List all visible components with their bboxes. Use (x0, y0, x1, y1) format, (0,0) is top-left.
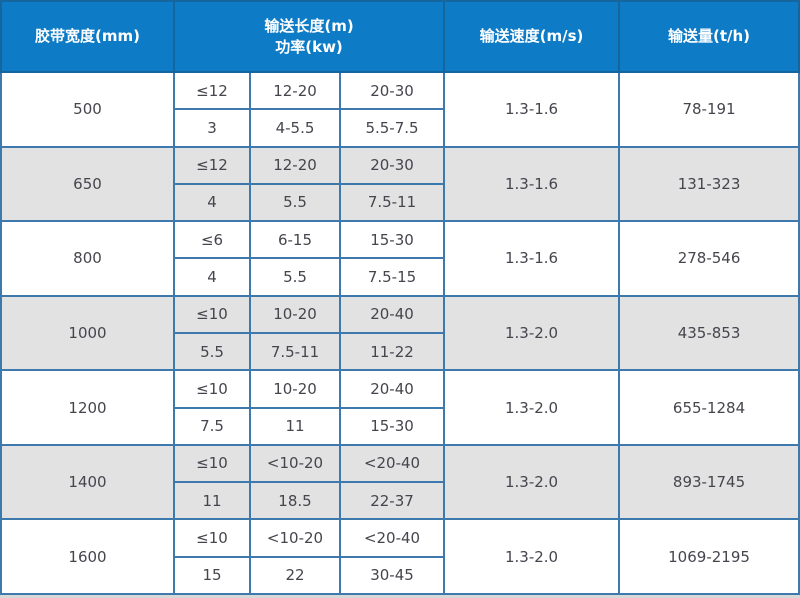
table-row-length: 1600 ≤10 <10-20 <20-40 1.3-2.0 1069-2195 (0, 518, 800, 595)
belt-width-cell: 800 (0, 220, 175, 297)
power-cell: 4-5.5 (249, 108, 341, 148)
length-cell: <20-40 (338, 518, 446, 558)
power-cell: 22-37 (338, 481, 446, 521)
belt-width-cell: 1400 (0, 443, 175, 521)
table-row-power: 15 22 30-45 (1, 555, 799, 596)
length-cell: <20-40 (338, 443, 446, 484)
table-row-length: 500 ≤12 12-20 20-30 1.3-1.6 78-191 (0, 70, 800, 148)
length-cell: 12-20 (249, 70, 341, 111)
length-cell: ≤10 (173, 369, 251, 409)
belt-width-cell: 1200 (0, 369, 175, 446)
belt-width-cell: 1600 (0, 518, 175, 595)
power-cell: 7.5-11 (338, 182, 446, 223)
speed-cell: 1.3-2.0 (443, 369, 621, 446)
table-row-length: 1000 ≤10 10-20 20-40 1.3-2.0 435-853 (0, 294, 800, 372)
speed-cell: 1.3-1.6 (443, 220, 621, 297)
power-cell: 3 (173, 108, 251, 148)
capacity-cell: 1069-2195 (618, 518, 800, 595)
header-belt-width: 胶带宽度(mm) (0, 0, 175, 73)
power-cell: 11 (173, 481, 251, 521)
length-cell: 10-20 (249, 369, 341, 409)
power-cell: 11-22 (338, 331, 446, 372)
power-cell: 30-45 (338, 555, 446, 596)
power-cell: 5.5-7.5 (338, 108, 446, 148)
power-cell: 5.5 (249, 182, 341, 223)
table-row-length: 800 ≤6 6-15 15-30 1.3-1.6 278-546 (0, 220, 800, 297)
table-row-power: 5.5 7.5-11 11-22 (1, 331, 799, 372)
table-row-length: 1200 ≤10 10-20 20-40 1.3-2.0 655-1284 (0, 369, 800, 446)
power-cell: 11 (249, 406, 341, 446)
length-cell: 20-40 (338, 369, 446, 409)
power-cell: 15 (173, 555, 251, 596)
header-capacity: 输送量(t/h) (618, 0, 800, 73)
table-row-power: 7.5 11 15-30 (1, 406, 799, 446)
length-cell: ≤10 (173, 443, 251, 484)
table-row-length: 1400 ≤10 <10-20 <20-40 1.3-2.0 893-1745 (0, 443, 800, 521)
header-speed: 输送速度(m/s) (443, 0, 621, 73)
length-cell: ≤12 (173, 70, 251, 111)
length-cell: ≤6 (173, 220, 251, 260)
length-cell: 6-15 (249, 220, 341, 260)
length-cell: ≤10 (173, 294, 251, 334)
capacity-cell: 131-323 (618, 145, 800, 223)
power-cell: 22 (249, 555, 341, 596)
length-cell: 20-40 (338, 294, 446, 334)
capacity-cell: 278-546 (618, 220, 800, 297)
length-cell: 20-30 (338, 70, 446, 111)
power-cell: 4 (173, 257, 251, 297)
table-row-power: 11 18.5 22-37 (1, 481, 799, 521)
belt-width-cell: 1000 (0, 294, 175, 372)
speed-cell: 1.3-2.0 (443, 443, 621, 521)
speed-cell: 1.3-2.0 (443, 294, 621, 372)
header-power-line: 功率(kw) (275, 37, 343, 56)
header-length-power: 输送长度(m) 功率(kw) (172, 0, 446, 73)
table-row-power: 4 5.5 7.5-15 (1, 257, 799, 297)
power-cell: 7.5-15 (338, 257, 446, 297)
speed-cell: 1.3-1.6 (443, 71, 621, 148)
belt-width-cell: 650 (0, 145, 175, 223)
length-cell: ≤12 (173, 145, 251, 185)
capacity-cell: 78-191 (618, 71, 800, 148)
power-cell: 15-30 (338, 406, 446, 446)
power-cell: 7.5-11 (249, 331, 341, 372)
power-cell: 18.5 (249, 481, 341, 521)
power-cell: 4 (173, 182, 251, 223)
power-cell: 5.5 (173, 331, 251, 372)
length-cell: <10-20 (249, 443, 341, 484)
table-row-power: 3 4-5.5 5.5-7.5 (1, 108, 799, 148)
table-row-power: 4 5.5 7.5-11 (1, 182, 799, 223)
capacity-cell: 435-853 (618, 294, 800, 372)
speed-cell: 1.3-1.6 (443, 145, 621, 223)
speed-cell: 1.3-2.0 (443, 518, 621, 595)
length-cell: 15-30 (338, 220, 446, 260)
length-cell: ≤10 (173, 518, 251, 558)
capacity-cell: 655-1284 (618, 369, 800, 446)
header-row: 胶带宽度(mm) 输送长度(m) 功率(kw) 输送速度(m/s) 输送量(t/… (0, 0, 800, 73)
table-header: 胶带宽度(mm) 输送长度(m) 功率(kw) 输送速度(m/s) 输送量(t/… (0, 0, 800, 73)
capacity-cell: 893-1745 (618, 443, 800, 521)
table-row-length: 650 ≤12 12-20 20-30 1.3-1.6 131-323 (0, 145, 800, 223)
power-cell: 5.5 (249, 257, 341, 297)
length-cell: 20-30 (338, 145, 446, 185)
length-cell: <10-20 (249, 518, 341, 558)
length-cell: 12-20 (249, 145, 341, 185)
table-body: 500 ≤12 12-20 20-30 1.3-1.6 78-191 3 4-5… (0, 70, 800, 596)
belt-width-cell: 500 (0, 71, 175, 148)
power-cell: 7.5 (173, 406, 251, 446)
length-cell: 10-20 (249, 294, 341, 334)
header-length-line: 输送长度(m) (264, 16, 354, 35)
